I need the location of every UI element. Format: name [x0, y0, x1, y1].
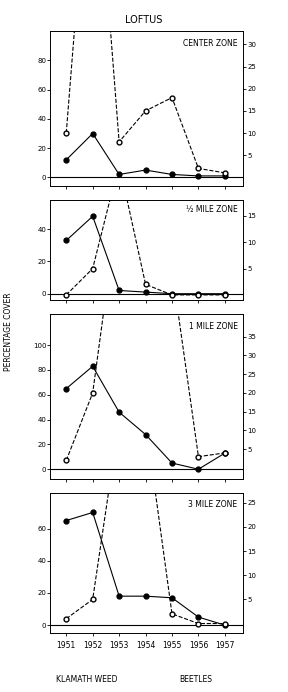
Text: KLAMATH WEED: KLAMATH WEED [56, 675, 117, 684]
Text: LOFTUS: LOFTUS [125, 15, 163, 25]
Text: BEETLES: BEETLES [179, 675, 212, 684]
Text: 1 MILE ZONE: 1 MILE ZONE [189, 322, 238, 331]
Text: PERCENTAGE COVER: PERCENTAGE COVER [4, 293, 13, 372]
Text: CENTER ZONE: CENTER ZONE [183, 39, 238, 48]
Text: 3 MILE ZONE: 3 MILE ZONE [188, 500, 238, 509]
Text: ½ MILE ZONE: ½ MILE ZONE [186, 205, 238, 214]
